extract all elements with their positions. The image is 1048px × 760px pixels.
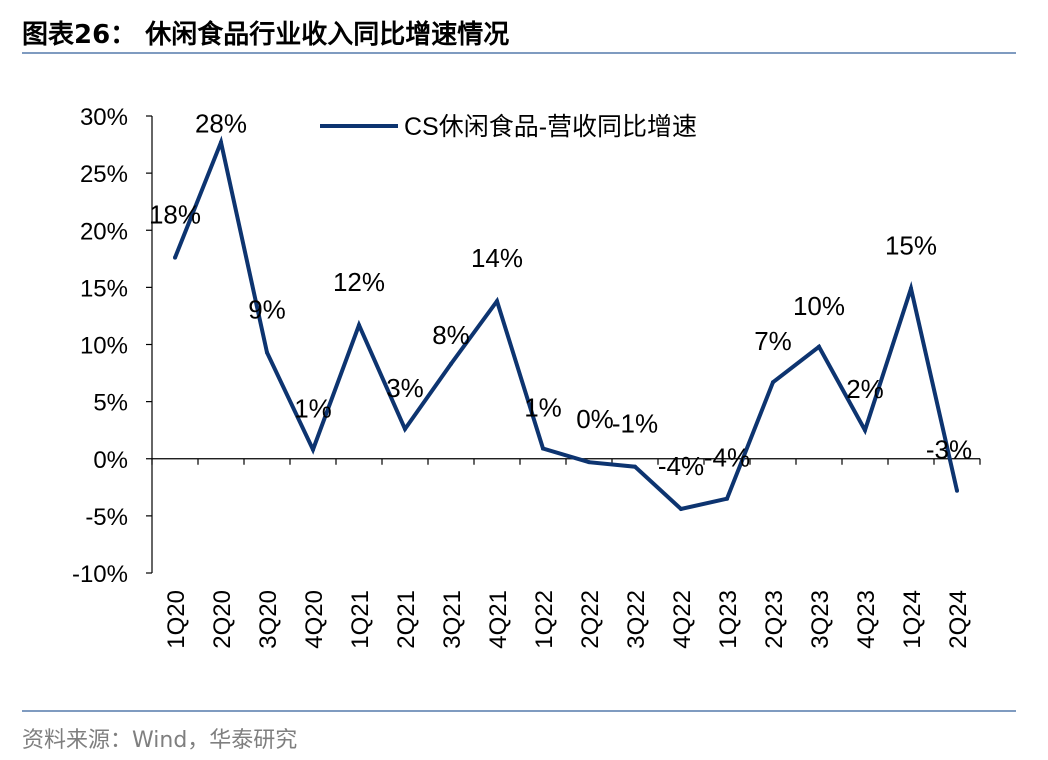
- y-tick-label: 10%: [80, 333, 128, 360]
- data-label: 10%: [793, 291, 845, 321]
- y-tick-label: 25%: [80, 161, 128, 188]
- x-tick-label: 2Q21: [393, 590, 420, 649]
- data-label: 12%: [333, 267, 385, 297]
- x-tick-label: 1Q23: [715, 590, 742, 649]
- y-tick-label: -10%: [72, 561, 128, 588]
- data-label: 8%: [432, 320, 470, 350]
- y-tick-label: 0%: [93, 447, 128, 474]
- data-point: [725, 496, 729, 501]
- title-divider: [22, 52, 1016, 54]
- data-point: [633, 464, 637, 469]
- data-point: [679, 507, 683, 512]
- x-tick-label: 1Q21: [347, 590, 374, 649]
- x-tick-label: 1Q24: [899, 590, 926, 649]
- y-tick-label: 20%: [80, 218, 128, 245]
- data-label: 7%: [754, 326, 792, 356]
- data-point: [817, 344, 821, 349]
- x-tick-label: 1Q22: [531, 590, 558, 649]
- y-tick-label: 5%: [93, 390, 128, 417]
- data-label: -1%: [612, 409, 658, 439]
- data-label: 0%: [576, 404, 614, 434]
- data-label: 1%: [294, 394, 332, 424]
- data-point: [449, 361, 453, 366]
- data-point: [311, 447, 315, 452]
- data-point: [771, 380, 775, 385]
- data-point: [955, 488, 959, 493]
- data-label: 14%: [471, 243, 523, 273]
- y-tick-label: 30%: [80, 104, 128, 131]
- x-tick-label: 1Q20: [163, 590, 190, 649]
- x-tick-label: 2Q24: [945, 590, 972, 649]
- data-point: [403, 427, 407, 432]
- y-tick-label: 15%: [80, 275, 128, 302]
- data-label: 28%: [195, 108, 247, 138]
- data-point: [219, 140, 223, 145]
- x-tick-label: 3Q21: [439, 590, 466, 649]
- data-label: -4%: [658, 451, 704, 481]
- data-point: [495, 299, 499, 304]
- data-label: -4%: [704, 443, 750, 473]
- x-tick-label: 3Q23: [807, 590, 834, 649]
- data-label: 18%: [149, 200, 201, 230]
- data-point: [909, 286, 913, 291]
- source-note: 资料来源：Wind，华泰研究: [22, 728, 298, 753]
- data-label: 2%: [846, 374, 884, 404]
- data-point: [541, 446, 545, 451]
- data-point: [357, 323, 361, 328]
- series-line: [173, 135, 959, 512]
- x-tick-label: 2Q20: [209, 590, 236, 649]
- data-label: 1%: [524, 392, 562, 422]
- data-point: [587, 460, 591, 465]
- data-label: 9%: [248, 294, 286, 324]
- x-tick-label: 4Q20: [301, 590, 328, 649]
- footer-divider: [22, 710, 1016, 712]
- x-tick-label: 3Q20: [255, 590, 282, 649]
- data-label: -3%: [926, 435, 972, 465]
- x-tick-label: 4Q21: [485, 590, 512, 649]
- data-point: [265, 350, 269, 355]
- x-tick-label: 3Q22: [623, 590, 650, 649]
- data-label: 3%: [386, 373, 424, 403]
- data-point: [863, 428, 867, 433]
- x-tick-label: 4Q22: [669, 590, 696, 649]
- figure-title: 图表26： 休闲食品行业收入同比增速情况: [22, 20, 510, 50]
- x-tick-label: 2Q22: [577, 590, 604, 649]
- x-tick-label: 4Q23: [853, 590, 880, 649]
- data-label: 15%: [885, 231, 937, 261]
- legend-label: CS休闲食品-营收同比增速: [404, 113, 697, 141]
- x-tick-label: 2Q23: [761, 590, 788, 649]
- data-point: [173, 255, 177, 260]
- y-tick-label: -5%: [85, 504, 128, 531]
